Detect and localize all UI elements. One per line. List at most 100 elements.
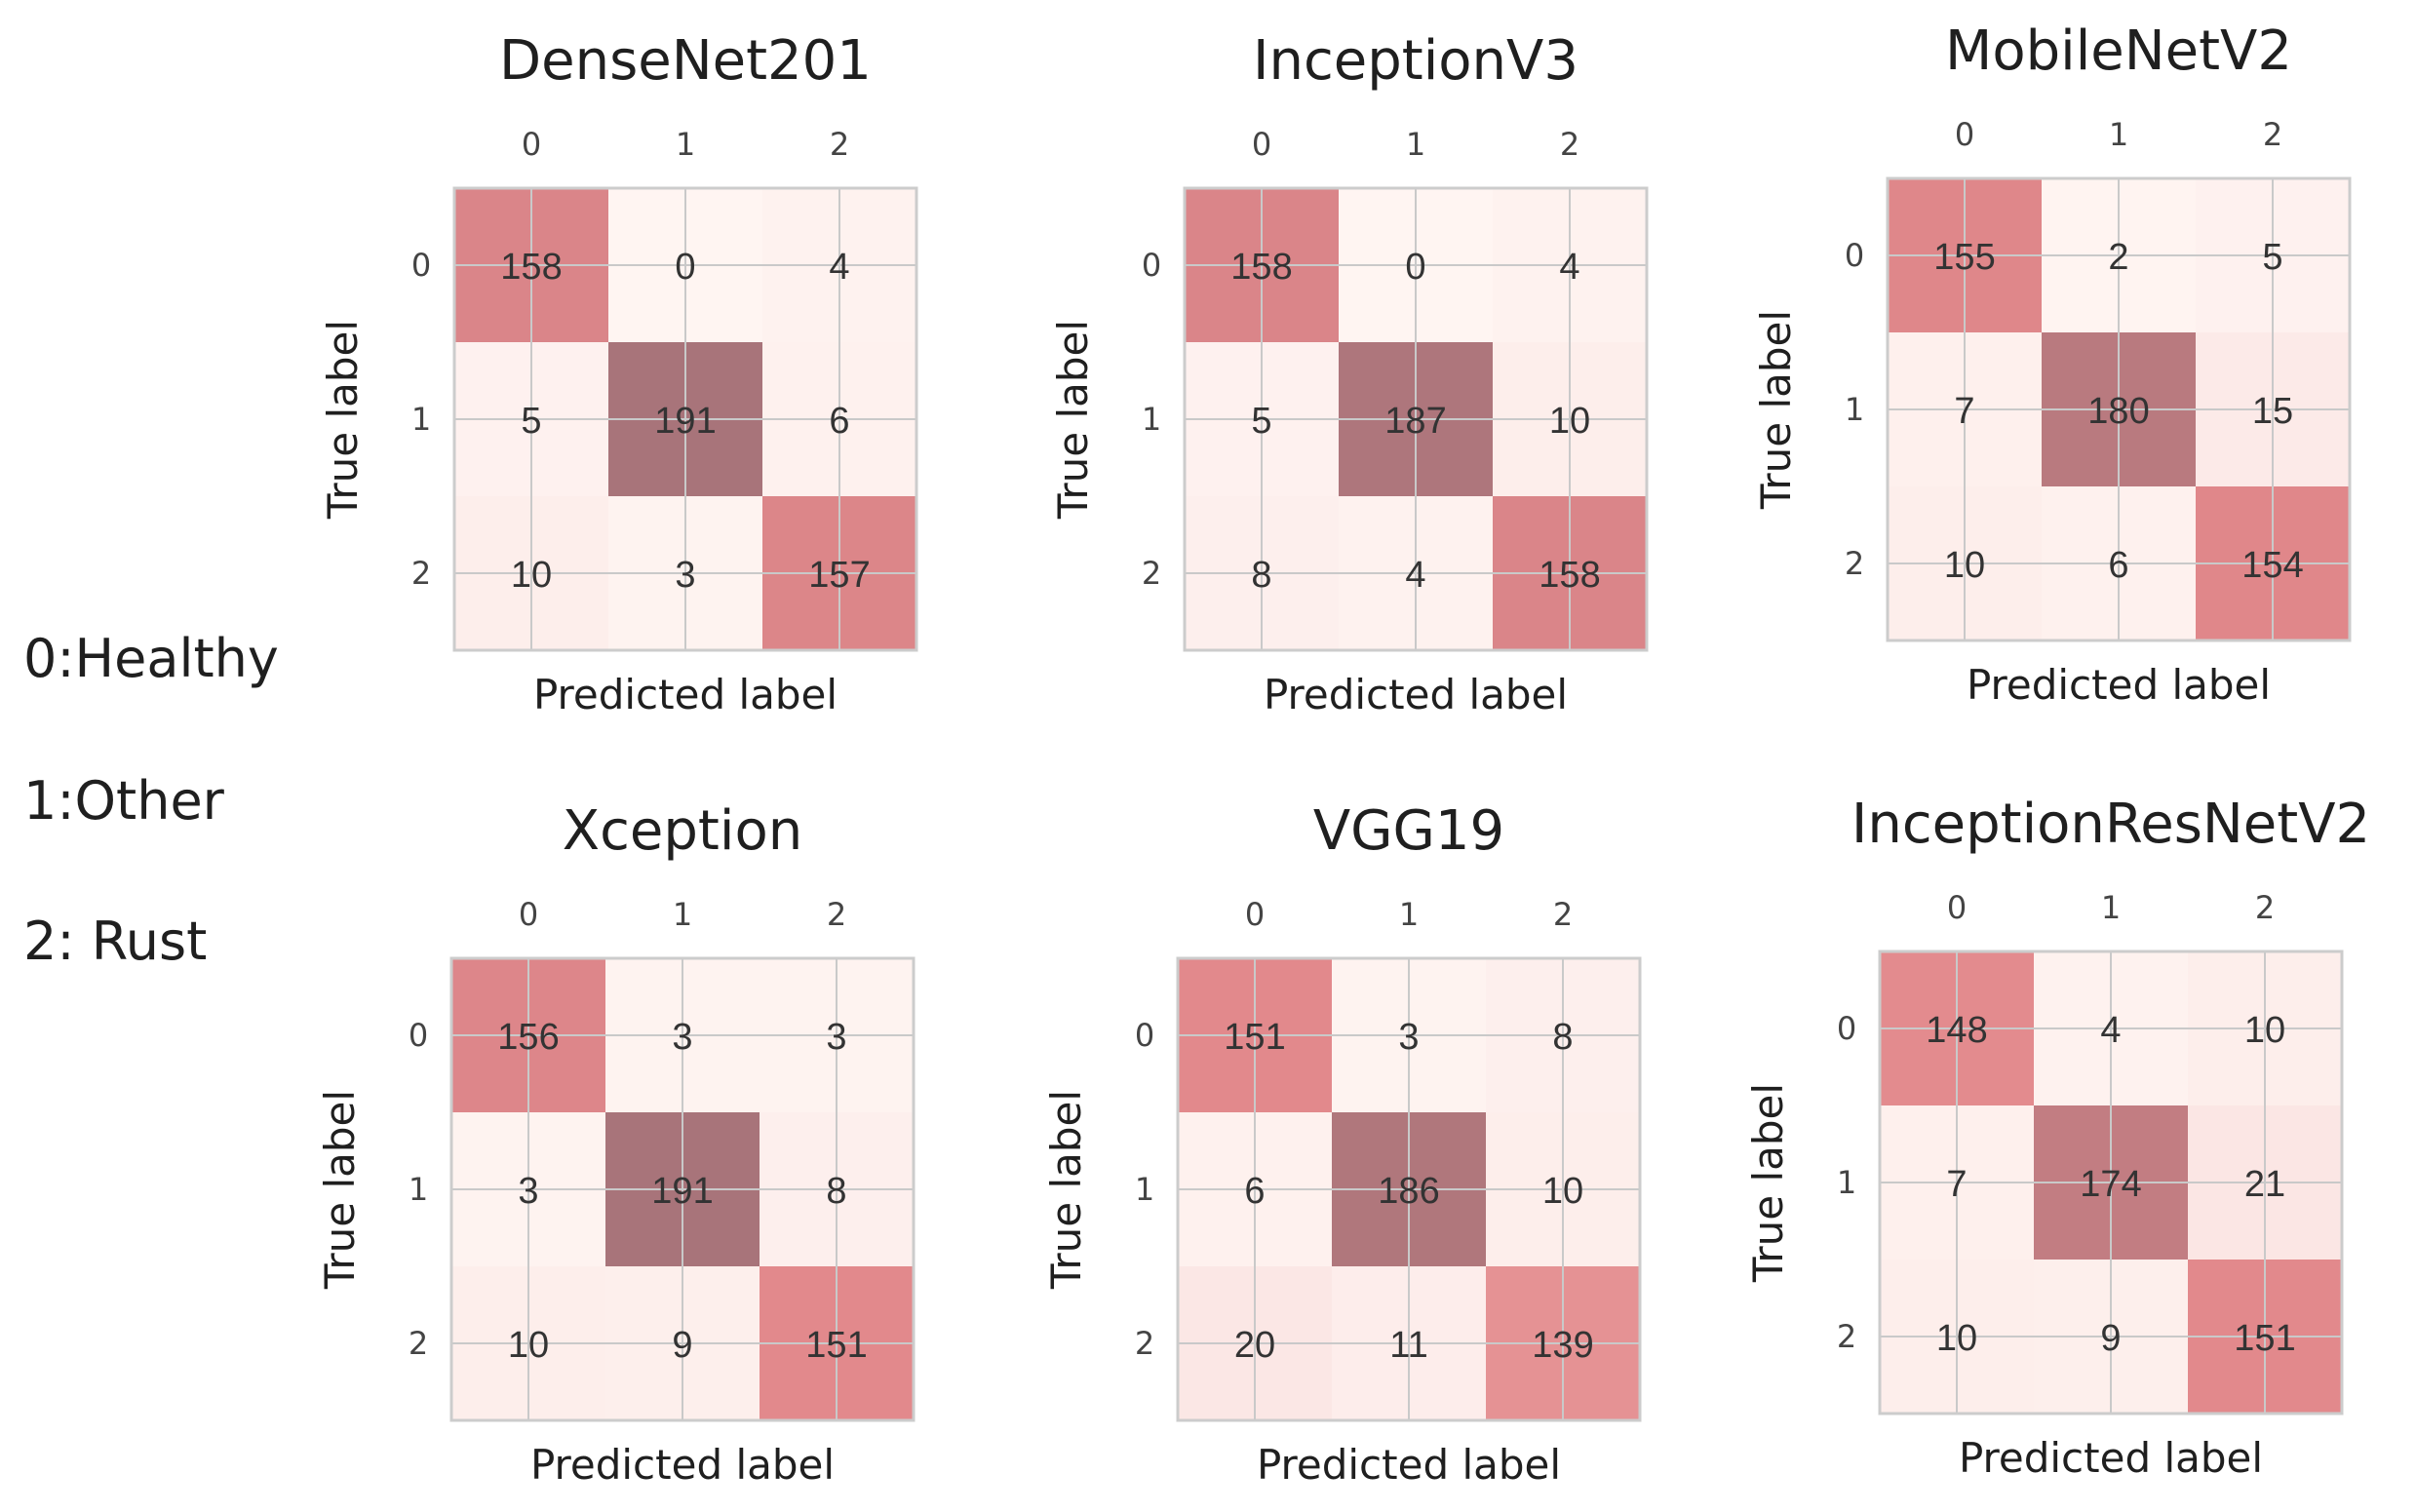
legend-healthy: 0:Healthy xyxy=(23,628,279,689)
x-axis-label: Predicted label xyxy=(533,671,838,718)
x-tick-label: 0 xyxy=(519,896,538,933)
y-axis-label: True label xyxy=(1752,310,1800,510)
cell-value-label: 191 xyxy=(654,401,716,442)
chart-title: DenseNet201 xyxy=(499,29,872,93)
x-axis-label: Predicted label xyxy=(1959,1434,2263,1482)
cell-value-label: 4 xyxy=(1405,555,1425,596)
x-axis-label: Predicted label xyxy=(1264,671,1568,718)
chart-title: InceptionResNetV2 xyxy=(1851,793,2370,856)
cell-value-label: 180 xyxy=(2087,391,2149,432)
cell-value-label: 10 xyxy=(508,1325,549,1366)
y-tick-label: 0 xyxy=(409,1017,428,1054)
confusion-matrix-mobilenetv2: MobileNetV2 0 1 2 0 1 2 155 2 5 7 180 15 10 6 154 Predic… xyxy=(1752,19,2352,709)
cell-value-label: 156 xyxy=(497,1017,559,1058)
cell-value-label: 0 xyxy=(1405,247,1425,288)
x-tick-label: 1 xyxy=(2101,889,2121,926)
cell-value-label: 10 xyxy=(1944,545,1985,586)
cell-value-label: 10 xyxy=(2244,1010,2285,1051)
cell-value-label: 8 xyxy=(1552,1017,1573,1058)
y-axis-label: True label xyxy=(1042,1090,1090,1290)
cell-value-label: 186 xyxy=(1378,1171,1439,1212)
cell-value-label: 15 xyxy=(2252,391,2293,432)
x-tick-label: 0 xyxy=(1252,126,1271,163)
x-tick-label: 0 xyxy=(1955,116,1974,153)
matrix-frame xyxy=(1886,176,2352,642)
cell-value-label: 10 xyxy=(1549,401,1590,442)
x-axis-label: Predicted label xyxy=(1967,661,2271,709)
matrix-frame xyxy=(1878,950,2344,1415)
y-tick-label: 2 xyxy=(1837,1318,1856,1355)
cell-value-label: 158 xyxy=(1539,555,1600,596)
matrix-frame xyxy=(1176,956,1642,1422)
cell-value-label: 151 xyxy=(1224,1017,1285,1058)
y-tick-label: 1 xyxy=(1845,391,1864,428)
cell-value-label: 8 xyxy=(826,1171,846,1212)
chart-title: InceptionV3 xyxy=(1253,29,1578,93)
y-axis-label: True label xyxy=(319,320,367,520)
y-tick-label: 1 xyxy=(409,1171,428,1208)
cell-value-label: 174 xyxy=(2080,1164,2141,1205)
y-tick-label: 0 xyxy=(411,247,431,284)
y-tick-label: 1 xyxy=(1142,401,1161,438)
y-tick-label: 2 xyxy=(1135,1325,1154,1362)
cell-value-label: 7 xyxy=(1954,391,1974,432)
cell-value-label: 9 xyxy=(672,1325,692,1366)
x-tick-label: 1 xyxy=(673,896,692,933)
class-legend: 0:Healthy 1:Other 2: Rust xyxy=(23,628,279,972)
cell-value-label: 151 xyxy=(805,1325,867,1366)
cell-value-label: 21 xyxy=(2244,1164,2285,1205)
cell-value-label: 3 xyxy=(672,1017,692,1058)
chart-title: VGG19 xyxy=(1313,799,1504,863)
confusion-matrix-xception: Xception 0 1 2 0 1 2 156 3 3 3 191 8 10 9 151 Predicted … xyxy=(316,799,916,1489)
cell-value-label: 3 xyxy=(1398,1017,1419,1058)
cell-value-label: 155 xyxy=(1933,237,1995,278)
cell-value-label: 4 xyxy=(1559,247,1579,288)
y-axis-label: True label xyxy=(316,1090,364,1290)
cell-value-label: 0 xyxy=(675,247,695,288)
matrix-frame xyxy=(449,956,916,1422)
x-tick-label: 2 xyxy=(830,126,849,163)
y-tick-label: 0 xyxy=(1142,247,1161,284)
matrix-frame xyxy=(1183,186,1649,652)
cell-value-label: 187 xyxy=(1384,401,1446,442)
cell-value-label: 10 xyxy=(511,555,552,596)
cell-value-label: 151 xyxy=(2234,1318,2295,1359)
y-tick-label: 1 xyxy=(1135,1171,1154,1208)
y-tick-label: 1 xyxy=(1837,1164,1856,1201)
confusion-matrix-densenet201: DenseNet201 0 1 2 0 1 2 158 0 4 5 191 6 10 3 157 Predict… xyxy=(319,29,918,718)
cell-value-label: 9 xyxy=(2100,1318,2121,1359)
x-axis-label: Predicted label xyxy=(1257,1441,1561,1489)
cell-value-label: 5 xyxy=(1251,401,1271,442)
cell-value-label: 3 xyxy=(518,1171,538,1212)
y-axis-label: True label xyxy=(1049,320,1097,520)
y-tick-label: 2 xyxy=(409,1325,428,1362)
cell-value-label: 4 xyxy=(829,247,849,288)
legend-other: 1:Other xyxy=(23,770,225,832)
confusion-matrix-inceptionresnetv2: InceptionResNetV2 0 1 2 0 1 2 148 4 10 7 174 21 10 9 15… xyxy=(1744,793,2370,1482)
y-tick-label: 0 xyxy=(1837,1010,1856,1047)
cell-value-label: 158 xyxy=(1230,247,1292,288)
cell-value-label: 191 xyxy=(651,1171,713,1212)
y-tick-label: 0 xyxy=(1845,237,1864,274)
x-tick-label: 0 xyxy=(1947,889,1967,926)
cell-value-label: 148 xyxy=(1926,1010,1987,1051)
x-tick-label: 1 xyxy=(1399,896,1419,933)
y-tick-label: 0 xyxy=(1135,1017,1154,1054)
cell-value-label: 5 xyxy=(521,401,541,442)
cell-value-label: 6 xyxy=(1244,1171,1265,1212)
cell-value-label: 5 xyxy=(2262,237,2282,278)
x-tick-label: 2 xyxy=(827,896,846,933)
cell-value-label: 139 xyxy=(1532,1325,1593,1366)
cell-value-label: 8 xyxy=(1251,555,1271,596)
cell-value-label: 11 xyxy=(1389,1325,1427,1366)
cell-value-label: 4 xyxy=(2100,1010,2121,1051)
y-tick-label: 2 xyxy=(1845,545,1864,582)
x-tick-label: 2 xyxy=(1560,126,1579,163)
x-tick-label: 1 xyxy=(1406,126,1425,163)
x-tick-label: 0 xyxy=(1245,896,1265,933)
cell-value-label: 3 xyxy=(675,555,695,596)
x-tick-label: 2 xyxy=(2255,889,2275,926)
